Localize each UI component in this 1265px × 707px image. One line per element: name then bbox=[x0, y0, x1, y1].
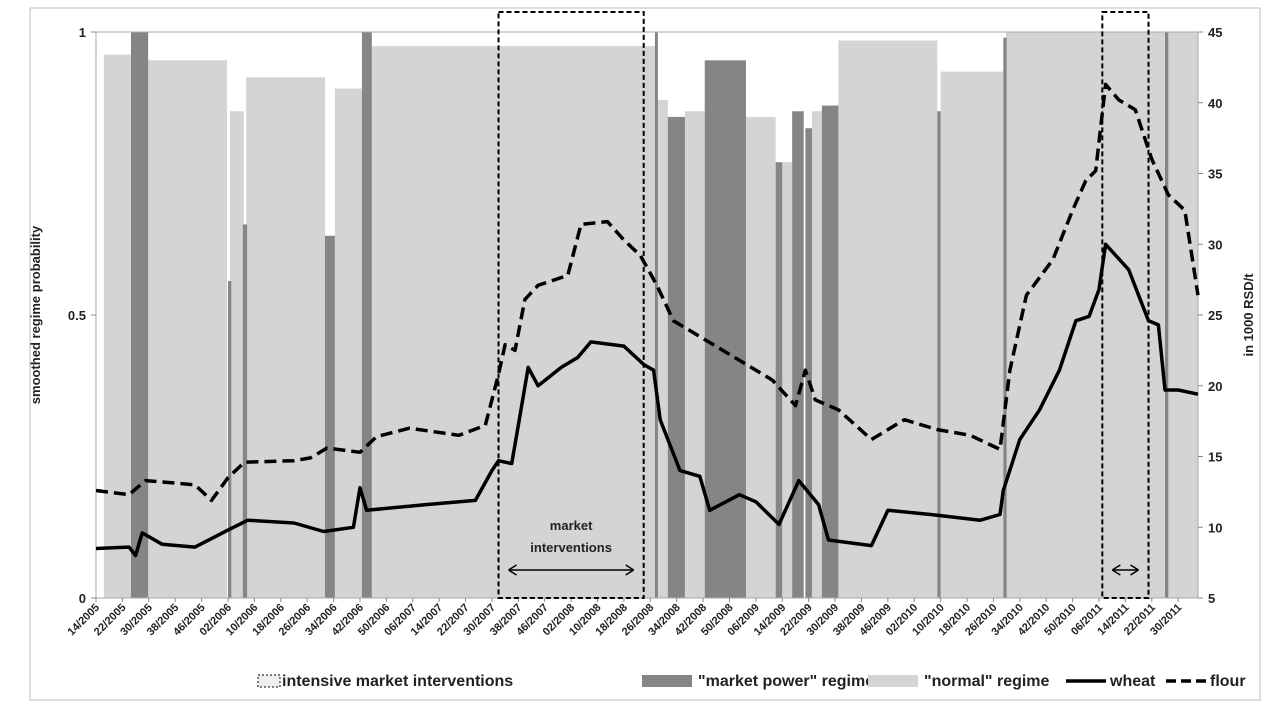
regime-bar bbox=[1165, 32, 1169, 598]
regime-bar bbox=[940, 71, 1004, 599]
regime-bar bbox=[745, 116, 776, 599]
intervention-box bbox=[1101, 11, 1150, 599]
y2-tick-label: 30 bbox=[1208, 237, 1222, 252]
regime-bar bbox=[246, 77, 325, 598]
regime-bar bbox=[656, 99, 668, 599]
regime-bar bbox=[654, 32, 658, 598]
regime-bar bbox=[130, 32, 149, 598]
legend-label: flour bbox=[1210, 673, 1246, 690]
regime-bar bbox=[782, 162, 793, 598]
regime-bar bbox=[371, 46, 655, 598]
y2-tick-label: 10 bbox=[1208, 520, 1222, 535]
chart-frame bbox=[29, 7, 1261, 701]
legend-label: wheat bbox=[1109, 673, 1156, 690]
legend-label: "market power" regime bbox=[698, 673, 874, 690]
regime-bar bbox=[792, 111, 804, 599]
regime-bar bbox=[775, 162, 783, 598]
annotation-line: interventions bbox=[530, 540, 612, 555]
annotation: market interventions bbox=[530, 518, 612, 555]
intervention-box bbox=[497, 11, 645, 599]
y2-tick-label: 40 bbox=[1208, 96, 1222, 111]
arrow-head bbox=[508, 564, 635, 576]
regime-bar bbox=[704, 60, 746, 599]
y2-axis-label: in 1000 RSD/t bbox=[1241, 273, 1256, 357]
y-tick-label: 0.5 bbox=[68, 308, 86, 323]
regime-bar bbox=[667, 116, 685, 599]
regime-bar bbox=[838, 40, 938, 599]
regime-bar bbox=[334, 88, 362, 598]
regime-bar bbox=[684, 111, 705, 599]
regime-bar bbox=[242, 224, 248, 598]
legend-label: intensive market interventions bbox=[282, 673, 513, 690]
y2-tick-label: 20 bbox=[1208, 379, 1222, 394]
regime-bar bbox=[937, 111, 941, 599]
y2-tick-label: 45 bbox=[1208, 25, 1222, 40]
regime-bar bbox=[148, 60, 227, 599]
line-series bbox=[95, 242, 1199, 558]
regime-bar bbox=[811, 111, 822, 599]
legend-label: "normal" regime bbox=[924, 673, 1050, 690]
regime-bar bbox=[324, 235, 335, 598]
y-axis-label: smoothed regime probability bbox=[28, 225, 43, 404]
legend-swatch bbox=[642, 675, 692, 687]
legend-swatch bbox=[868, 675, 918, 687]
regime-bar bbox=[821, 105, 839, 598]
regime-bar bbox=[227, 281, 232, 598]
y2-tick-label: 15 bbox=[1208, 450, 1222, 465]
regime-bar bbox=[361, 32, 372, 598]
y2-tick-label: 25 bbox=[1208, 308, 1222, 323]
y-tick-label: 1 bbox=[79, 25, 86, 40]
annotation-line: market bbox=[550, 518, 593, 533]
legend-swatch bbox=[257, 674, 281, 688]
y-tick-label: 0 bbox=[79, 591, 86, 606]
line-series bbox=[95, 82, 1200, 503]
regime-bar bbox=[1003, 37, 1007, 599]
y2-tick-label: 35 bbox=[1208, 167, 1222, 182]
y2-tick-label: 5 bbox=[1208, 591, 1215, 606]
arrow-head bbox=[1111, 564, 1139, 576]
regime-bar bbox=[229, 111, 244, 599]
regime-bar bbox=[805, 128, 812, 598]
